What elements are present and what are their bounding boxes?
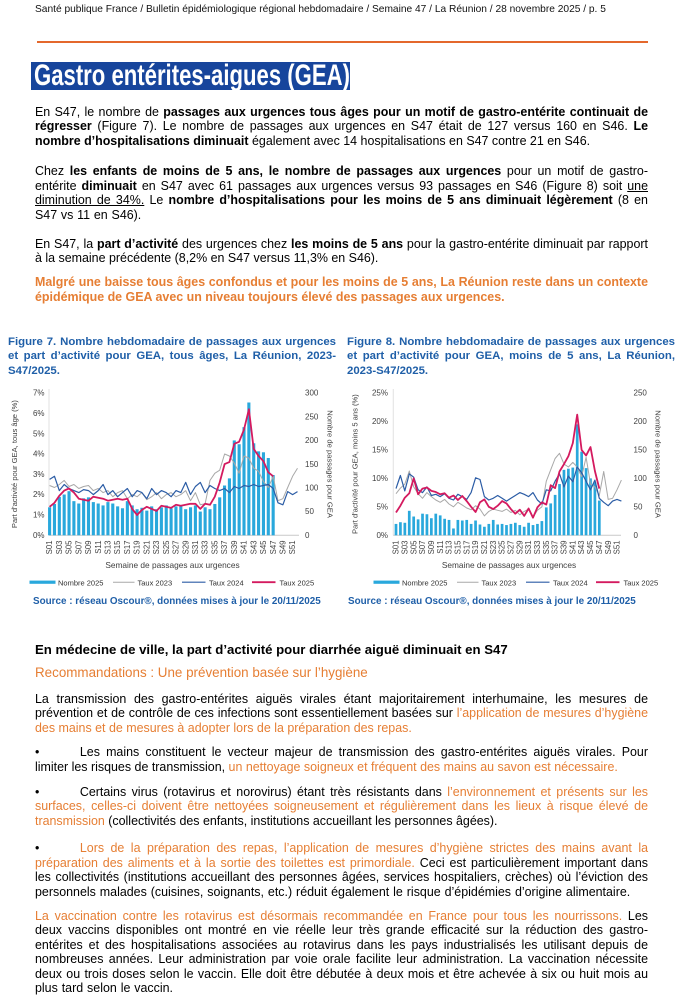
svg-text:S25: S25 [162, 540, 171, 555]
svg-text:S23: S23 [152, 541, 161, 555]
svg-text:S43: S43 [249, 541, 258, 555]
svg-text:Nombre de passages pour GEA: Nombre de passages pour GEA [326, 410, 335, 519]
svg-text:S05: S05 [65, 540, 74, 555]
svg-text:S35: S35 [542, 540, 551, 555]
svg-text:S07: S07 [74, 541, 83, 555]
svg-text:Semaine de passages aux urgenc: Semaine de passages aux urgences [442, 560, 576, 570]
svg-text:S17: S17 [123, 541, 132, 555]
svg-text:Taux 2025: Taux 2025 [624, 578, 659, 587]
svg-text:S51: S51 [613, 541, 622, 555]
svg-text:S35: S35 [210, 540, 219, 555]
svg-text:25%: 25% [372, 389, 388, 398]
svg-text:15%: 15% [372, 446, 388, 455]
svg-text:50: 50 [634, 502, 643, 511]
svg-text:S19: S19 [471, 541, 480, 555]
svg-text:S25: S25 [498, 540, 507, 555]
svg-text:S13: S13 [445, 541, 454, 555]
svg-text:250: 250 [634, 389, 648, 398]
svg-text:S29: S29 [515, 541, 524, 555]
svg-text:S09: S09 [84, 541, 93, 555]
svg-text:S17: S17 [462, 541, 471, 555]
svg-text:S11: S11 [94, 541, 103, 554]
svg-text:S05: S05 [409, 540, 418, 555]
svg-text:S39: S39 [560, 541, 569, 555]
svg-text:S27: S27 [172, 541, 181, 555]
svg-text:300: 300 [305, 389, 319, 398]
svg-text:S01: S01 [392, 541, 401, 555]
svg-text:5%: 5% [376, 502, 388, 511]
svg-text:50: 50 [305, 507, 314, 516]
svg-text:S01: S01 [45, 541, 54, 555]
svg-text:200: 200 [305, 436, 319, 445]
svg-text:S47: S47 [595, 541, 604, 555]
svg-text:S45: S45 [259, 540, 268, 555]
svg-text:S13: S13 [104, 541, 113, 555]
svg-text:S11: S11 [436, 541, 445, 554]
svg-text:Nombre de passages pour GEA: Nombre de passages pour GEA [654, 410, 663, 519]
svg-text:4%: 4% [33, 450, 45, 459]
svg-text:Taux 2024: Taux 2024 [553, 578, 588, 587]
svg-text:0%: 0% [376, 531, 388, 540]
svg-text:Taux 2024: Taux 2024 [209, 578, 244, 587]
svg-text:S31: S31 [524, 541, 533, 555]
svg-text:S15: S15 [454, 540, 463, 555]
svg-text:S33: S33 [533, 541, 542, 555]
svg-text:100: 100 [305, 484, 319, 493]
svg-text:150: 150 [634, 446, 648, 455]
svg-text:S03: S03 [400, 541, 409, 555]
svg-text:S39: S39 [230, 541, 239, 555]
svg-text:Part d'activité pour GEA, moin: Part d'activité pour GEA, moins 5 ans (%… [351, 394, 360, 534]
svg-text:S45: S45 [586, 540, 595, 555]
svg-text:S07: S07 [418, 541, 427, 555]
svg-text:S21: S21 [480, 541, 489, 555]
svg-text:S21: S21 [142, 541, 151, 555]
svg-text:5%: 5% [33, 429, 45, 438]
svg-text:2%: 2% [33, 490, 45, 499]
svg-text:S41: S41 [568, 541, 577, 555]
svg-text:S29: S29 [181, 541, 190, 555]
svg-text:0%: 0% [33, 531, 45, 540]
svg-text:S27: S27 [507, 541, 516, 555]
svg-text:S09: S09 [427, 541, 436, 555]
svg-text:Nombre 2025: Nombre 2025 [402, 578, 447, 587]
svg-text:S47: S47 [269, 541, 278, 555]
svg-text:S33: S33 [201, 541, 210, 555]
svg-text:S49: S49 [279, 541, 288, 555]
svg-text:S51: S51 [288, 541, 297, 555]
svg-text:250: 250 [305, 412, 319, 421]
svg-text:S43: S43 [577, 541, 586, 555]
svg-text:20%: 20% [372, 417, 388, 426]
svg-text:S49: S49 [604, 541, 613, 555]
svg-text:S03: S03 [55, 541, 64, 555]
svg-text:3%: 3% [33, 470, 45, 479]
svg-text:S37: S37 [551, 541, 560, 555]
svg-text:Taux 2025: Taux 2025 [280, 578, 315, 587]
svg-text:0: 0 [634, 531, 639, 540]
svg-text:Semaine de passages aux urgenc: Semaine de passages aux urgences [105, 560, 239, 570]
svg-text:Nombre 2025: Nombre 2025 [58, 578, 103, 587]
svg-text:S31: S31 [191, 541, 200, 555]
svg-text:100: 100 [634, 474, 648, 483]
svg-text:S41: S41 [240, 541, 249, 555]
svg-text:Part d'activité pour GEA, tous: Part d'activité pour GEA, tous âge (%) [10, 400, 19, 529]
svg-text:10%: 10% [372, 474, 388, 483]
svg-text:0: 0 [305, 531, 310, 540]
svg-text:S15: S15 [113, 540, 122, 555]
svg-text:Taux 2023: Taux 2023 [482, 578, 517, 587]
svg-text:1%: 1% [33, 511, 45, 520]
svg-text:150: 150 [305, 460, 319, 469]
svg-text:7%: 7% [33, 389, 45, 398]
svg-text:S37: S37 [220, 541, 229, 555]
svg-text:200: 200 [634, 417, 648, 426]
svg-text:Taux 2023: Taux 2023 [138, 578, 173, 587]
svg-text:6%: 6% [33, 409, 45, 418]
svg-text:S23: S23 [489, 541, 498, 555]
svg-text:S19: S19 [133, 541, 142, 555]
